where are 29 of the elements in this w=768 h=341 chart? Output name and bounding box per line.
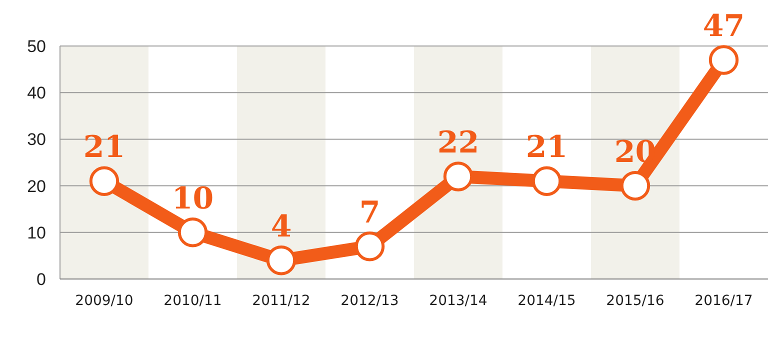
data-label: 21 (526, 130, 568, 166)
x-tick-label: 2012/13 (340, 293, 399, 309)
data-label: 22 (437, 125, 480, 160)
y-tick-label: 0 (36, 270, 46, 289)
x-tick-label: 2011/12 (252, 293, 310, 309)
x-tick-label: 2014/15 (518, 293, 576, 309)
point (620, 170, 650, 201)
y-tick-label: 40 (27, 84, 46, 103)
point (708, 45, 739, 75)
x-tick-label: 2010/11 (164, 293, 222, 309)
point (532, 166, 562, 196)
point (89, 166, 120, 196)
point (443, 162, 474, 192)
x-tick-label: 2016/17 (694, 293, 753, 309)
x-tick-label: 2013/14 (429, 293, 488, 309)
y-tick-label: 50 (27, 36, 46, 56)
point (178, 218, 208, 248)
x-tick-label: 2009/10 (75, 293, 134, 309)
y-tick-label: 20 (27, 176, 46, 196)
point (354, 232, 385, 262)
data-label: 10 (172, 181, 214, 216)
data-label: 21 (83, 130, 126, 166)
data-label: 7 (359, 195, 380, 230)
point (266, 246, 296, 276)
y-tick-label: 10 (27, 223, 46, 242)
data-label: 47 (702, 8, 745, 44)
y-tick-label: 30 (27, 130, 46, 150)
x-tick-label: 2015/16 (606, 293, 664, 309)
data-label: 4 (270, 209, 292, 244)
